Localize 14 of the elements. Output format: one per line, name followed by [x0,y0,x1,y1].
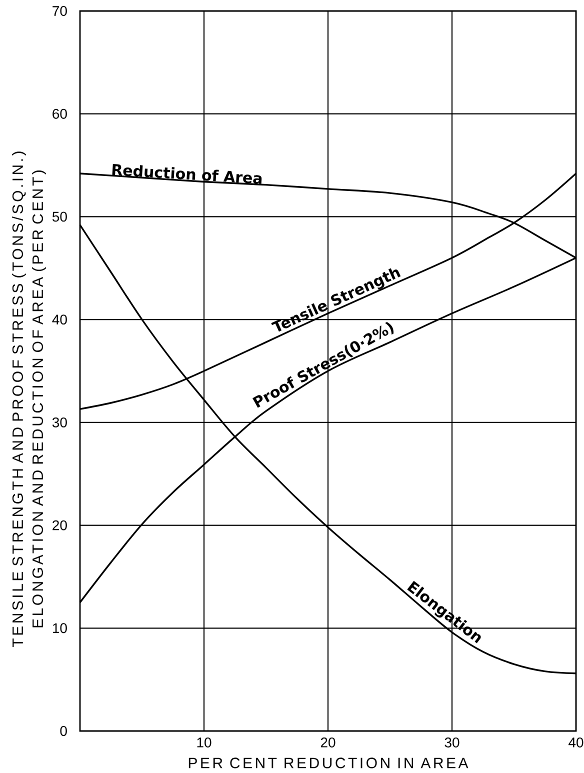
x-tick-label: 10 [197,738,212,748]
y-axis-title: TENSILE STRENGTH AND PROOF STRESS (TONS/SQ.IN.) ELONGATION AND REDUCTION OF AREA (PER CENT) [12,152,46,647]
x-axis-title: PER CENT REDUCTION IN AREA [188,758,468,768]
x-tick-label: 30 [444,738,460,748]
x-tick-label: 40 [568,738,584,748]
y-tick-label: 0 [60,726,67,736]
y-tick-label: 30 [52,417,67,428]
y-tick-label: 20 [52,520,67,530]
y-tick-label: 70 [52,6,67,16]
y-tick-label: 40 [52,314,67,325]
y-tick-label: 10 [52,623,67,634]
x-tick-label: 20 [320,738,336,748]
y-tick-label: 60 [52,108,67,119]
y-tick-label: 50 [52,212,67,222]
